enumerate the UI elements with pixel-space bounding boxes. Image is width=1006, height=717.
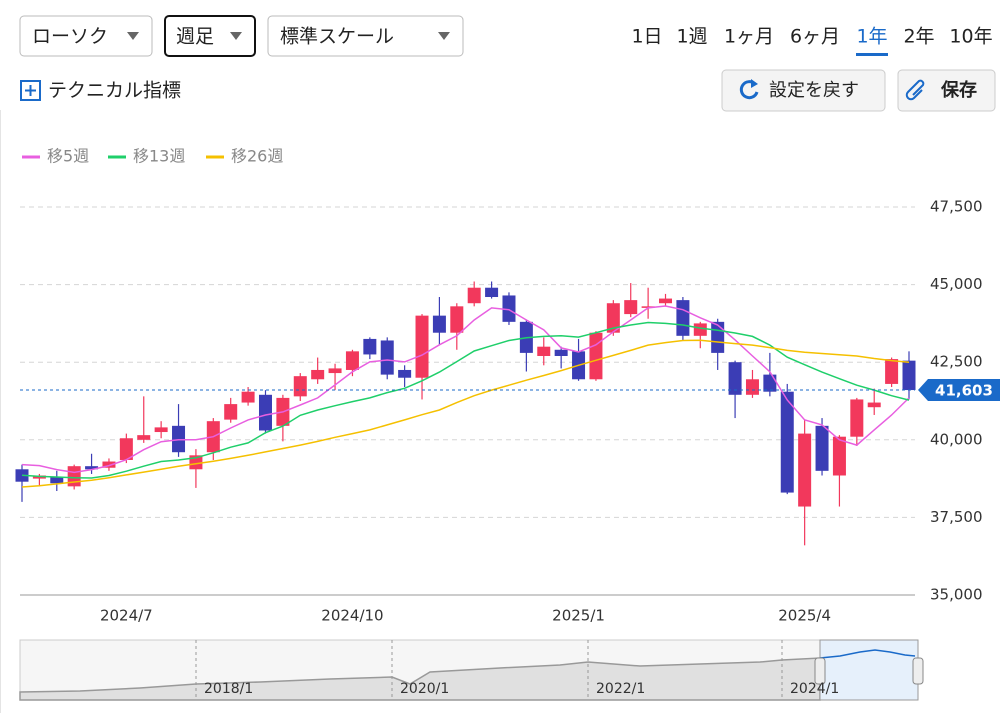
period-tab[interactable]: 10年: [949, 26, 992, 48]
navigator-label: 2018/1: [204, 681, 253, 697]
candle-body: [137, 435, 151, 440]
candle-body: [380, 340, 394, 375]
x-tick-label: 2025/1: [552, 607, 605, 625]
candle-body: [641, 306, 655, 308]
plot: 35,000 37,500 40,000 42,500 45,000 47,500 2024…: [15, 198, 1000, 625]
candle-body: [502, 295, 516, 322]
candle-body: [328, 368, 342, 374]
candle-body: [693, 323, 707, 336]
candle-body: [745, 379, 759, 395]
legend-label: 移13週: [133, 147, 185, 166]
candle-body: [450, 306, 464, 333]
candle-body: [224, 404, 238, 420]
candle-body: [589, 332, 603, 380]
last-price-label: 41,603: [935, 382, 993, 400]
candle-body: [467, 287, 481, 304]
candle-body: [885, 359, 899, 384]
chart-type-dropdown[interactable]: ローソク: [19, 15, 153, 57]
moving-average-line: [21, 321, 910, 479]
navigator-label: 2020/1: [400, 681, 449, 697]
y-tick-label: 42,500: [930, 353, 983, 371]
period-tabs: 1日 1週 1ヶ月 6ヶ月 1年 2年 10年: [631, 26, 993, 56]
candle-body: [624, 300, 638, 315]
candle-body: [659, 298, 673, 304]
candle-body: [832, 436, 846, 476]
candle-body: [711, 321, 725, 353]
candle-body: [50, 477, 64, 484]
candle-body: [241, 391, 255, 403]
y-tick-label: 40,000: [930, 430, 983, 448]
y-tick-label: 47,500: [930, 198, 983, 216]
period-tab[interactable]: 2年: [903, 26, 934, 48]
candle-body: [415, 315, 429, 378]
candle-body: [728, 362, 742, 395]
candle-body: [902, 360, 916, 391]
moving-average-line: [21, 305, 910, 474]
candle-body: [102, 461, 116, 468]
candle-body: [172, 425, 186, 453]
legend-label: 移5週: [47, 147, 89, 166]
candle-body: [345, 351, 359, 370]
y-tick-label: 37,500: [930, 508, 983, 526]
moving-average-line: [21, 339, 910, 488]
indicator-button[interactable]: テクニカル指標: [20, 80, 181, 102]
period-tab[interactable]: 1ヶ月: [724, 26, 774, 48]
candle-body: [676, 300, 690, 336]
dropdown-label: ローソク: [32, 26, 108, 48]
y-tick-label: 45,000: [930, 275, 983, 293]
interval-dropdown[interactable]: 週足: [164, 15, 256, 57]
candle-body: [867, 402, 881, 408]
candle-body: [363, 338, 377, 355]
button-label: 設定を戻す: [769, 80, 859, 101]
selected-underline: [856, 53, 888, 56]
candle-body: [293, 376, 307, 397]
candle-body: [606, 303, 620, 333]
navigator-label: 2024/1: [790, 681, 839, 697]
candle-body: [554, 349, 568, 356]
candle-body: [311, 369, 325, 380]
dropdown-label: 標準スケール: [280, 26, 394, 48]
last-price-tag: [918, 379, 1000, 402]
x-tick-label: 2024/7: [100, 607, 153, 625]
candle-body: [850, 399, 864, 437]
candle-body: [258, 394, 272, 431]
candle-body: [798, 433, 812, 507]
candle-body: [485, 287, 499, 298]
button-label: 保存: [940, 79, 977, 101]
candle-body: [67, 466, 81, 487]
scale-dropdown[interactable]: 標準スケール: [267, 15, 464, 57]
x-tick-label: 2025/4: [778, 607, 831, 625]
period-tab[interactable]: 1週: [676, 26, 707, 48]
legend: 移5週 移13週 移26週: [22, 147, 283, 166]
legend-label: 移26週: [231, 147, 283, 166]
candle-body: [398, 369, 412, 378]
candle-body: [119, 438, 133, 460]
x-tick-label: 2024/10: [321, 607, 383, 625]
navigator: 2018/1 2020/1 2022/1 2024/1: [19, 639, 924, 701]
period-tab[interactable]: 6ヶ月: [790, 26, 840, 48]
period-tab[interactable]: 1年: [856, 26, 887, 48]
candle-body: [154, 427, 168, 433]
y-tick-label: 35,000: [930, 586, 983, 604]
period-tab[interactable]: 1日: [631, 26, 662, 48]
candle-body: [432, 315, 446, 333]
candle-body: [85, 466, 99, 470]
navigator-label: 2022/1: [596, 681, 645, 697]
candle-body: [780, 391, 794, 493]
candle-body: [763, 374, 777, 392]
reset-button[interactable]: 設定を戻す: [721, 69, 886, 112]
dropdown-label: 週足: [176, 26, 214, 48]
candle-body: [537, 346, 551, 356]
indicator-label: テクニカル指標: [48, 80, 181, 102]
candle-body: [815, 425, 829, 471]
save-button[interactable]: 保存: [897, 69, 996, 112]
